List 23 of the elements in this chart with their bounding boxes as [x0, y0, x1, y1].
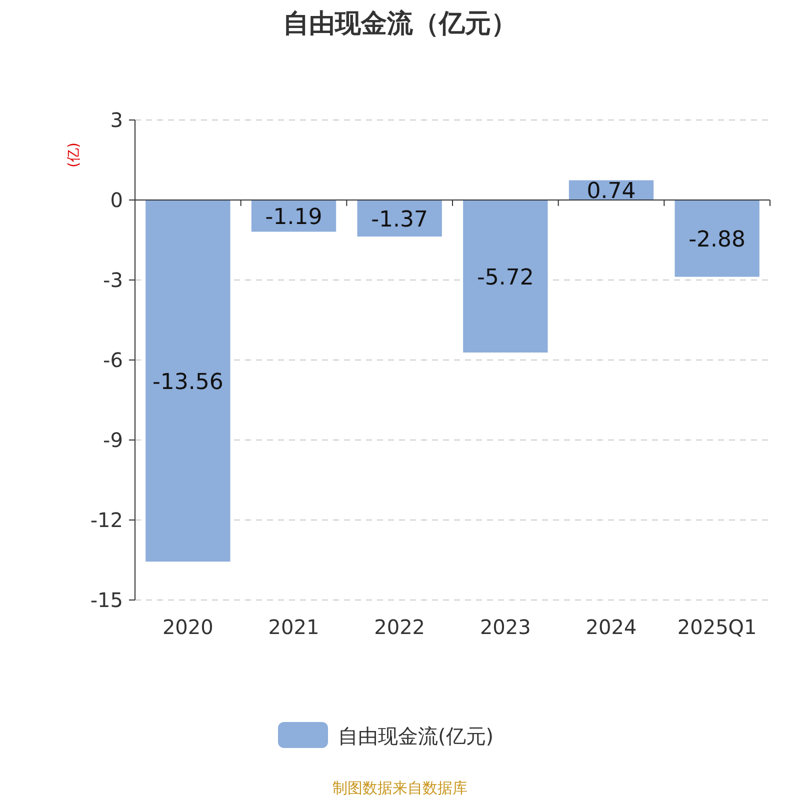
y-tick-label: -12: [90, 508, 123, 532]
legend-label: 自由现金流(亿元): [338, 724, 494, 748]
data-label: -2.88: [688, 227, 746, 252]
x-tick-label: 2025Q1: [677, 615, 757, 639]
x-tick-label: 2020: [162, 615, 214, 639]
y-tick-label: -9: [103, 428, 123, 452]
data-label: -13.56: [152, 370, 224, 395]
x-tick-label: 2023: [480, 615, 531, 639]
data-label: -1.19: [265, 204, 322, 230]
x-tick-label: 2021: [268, 615, 320, 639]
data-label: -1.37: [371, 207, 428, 232]
y-tick-label: 3: [110, 108, 123, 132]
chart-title: 自由现金流（亿元）: [283, 9, 517, 39]
x-tick-label: 2024: [586, 615, 637, 639]
y-tick-label: 0: [110, 188, 123, 212]
y-tick-label: -3: [103, 268, 123, 292]
y-tick-label: -6: [103, 348, 123, 372]
x-tick-label: 2022: [374, 615, 426, 639]
data-label: 0.74: [586, 179, 636, 204]
text: 制图数据来自数据库: [332, 779, 468, 797]
y-axis-title: (亿): [66, 142, 82, 168]
data-label: -5.72: [476, 265, 534, 290]
y-tick-label: -15: [90, 588, 123, 612]
